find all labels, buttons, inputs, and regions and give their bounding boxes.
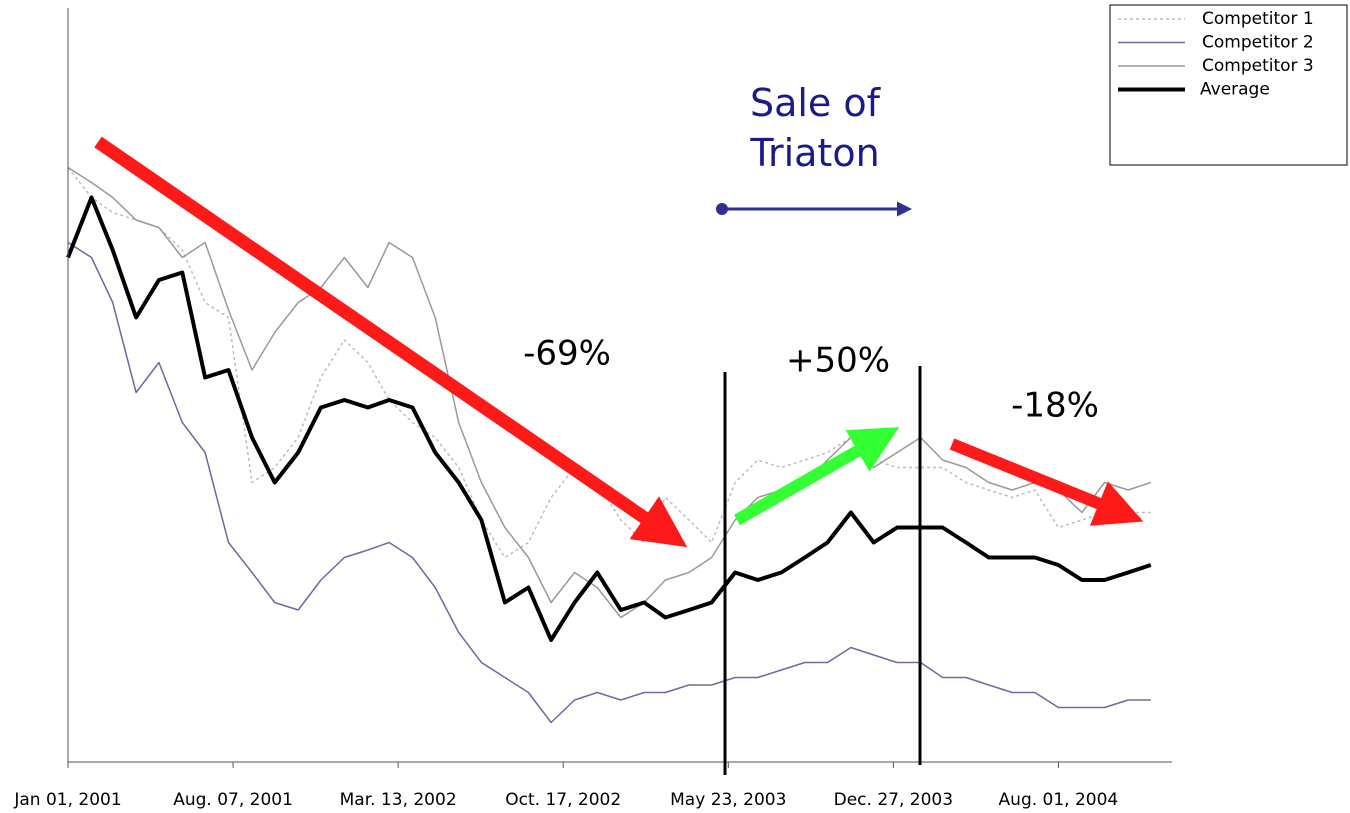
x-tick-label: May 23, 2003 [670,790,786,810]
annotation: -69% [523,334,611,374]
annotation: -18% [1011,386,1099,426]
trend-arrow [734,427,900,526]
series-line [67,241,1151,724]
annotation: Sale of Triaton [749,81,881,175]
x-tick-label: Mar. 13, 2002 [340,790,457,810]
legend-label: Average [1200,80,1270,100]
x-tick-label: Jan 01, 2001 [13,790,121,810]
legend-box [1109,4,1348,166]
x-tick-label: Aug. 07, 2001 [173,790,293,810]
trend-arrow [94,136,688,548]
annotation: +50% [786,341,890,381]
legend-label: Competitor 3 [1202,56,1314,76]
x-tick-label: Oct. 17, 2002 [505,790,621,810]
trend-arrow [949,438,1144,526]
series-line [66,195,1152,642]
series-line [67,166,1152,619]
x-tick-label: Aug. 01, 2004 [999,790,1119,810]
legend-label: Competitor 1 [1202,9,1314,29]
sale-dot [716,203,728,215]
series-layer [66,166,1152,724]
legend-label: Competitor 2 [1202,33,1314,53]
x-tick-label: Dec. 27, 2003 [834,790,953,810]
